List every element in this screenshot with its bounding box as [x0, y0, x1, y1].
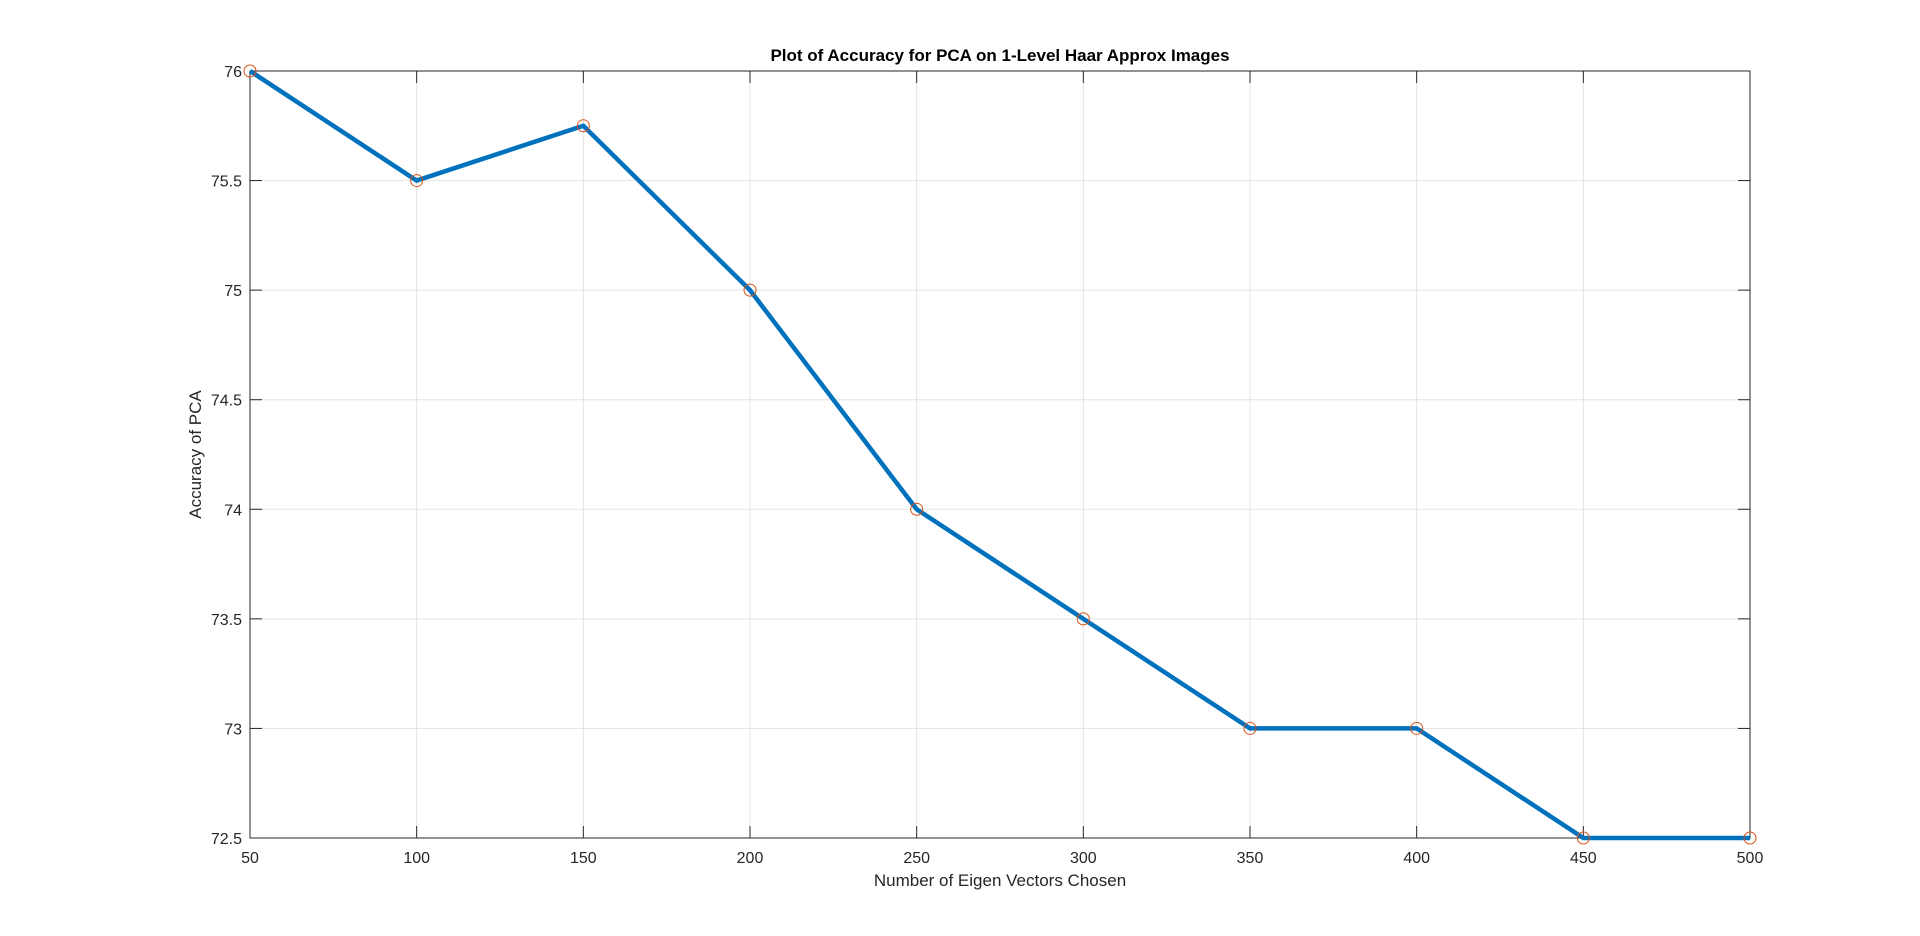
x-tick-label: 450: [1570, 850, 1597, 867]
data-point-marker: [1576, 831, 1590, 845]
data-point-marker: [910, 502, 924, 516]
data-point-marker: [243, 64, 257, 78]
y-tick-label: 76: [224, 64, 242, 81]
tick-labels: 50 100 150 200 250 300 350 400 450 500 72.5 73 73.5 7…: [211, 64, 1764, 867]
y-tick-label: 74.5: [211, 393, 242, 410]
data-point-marker: [576, 119, 590, 133]
plot-area-box: [249, 70, 1751, 839]
chart-title: Plot of Accuracy for PCA on 1-Level Haar…: [770, 46, 1229, 65]
data-point-marker: [1243, 721, 1257, 735]
x-tick-label: 50: [241, 850, 259, 867]
y-tick-label: 75: [224, 283, 242, 300]
x-axis-label: Number of Eigen Vectors Chosen: [874, 871, 1126, 890]
series-line: [248, 69, 1750, 841]
x-tick-label: 250: [903, 850, 930, 867]
data-point-marker: [1076, 612, 1090, 626]
data-point-marker: [1743, 831, 1757, 845]
y-axis-label: Accuracy of PCA: [186, 390, 205, 519]
x-tick-label: 300: [1070, 850, 1097, 867]
data-point-marker: [743, 283, 757, 297]
y-tick-label: 73.5: [211, 612, 242, 629]
plot-area-background: [250, 71, 1750, 838]
x-tick-label: 200: [737, 850, 764, 867]
x-tick-label: 500: [1737, 850, 1764, 867]
x-tick-label: 150: [570, 850, 597, 867]
x-tick-label: 350: [1237, 850, 1264, 867]
y-tick-label: 73: [224, 721, 242, 738]
series-layer: [243, 64, 1757, 845]
y-tick-label: 72.5: [211, 831, 242, 848]
data-point-marker: [1410, 721, 1424, 735]
y-tick-label: 75.5: [211, 174, 242, 191]
y-tick-label: 74: [224, 502, 242, 519]
x-tick-label: 400: [1403, 850, 1430, 867]
x-tick-label: 100: [403, 850, 430, 867]
data-point-marker: [410, 174, 424, 188]
